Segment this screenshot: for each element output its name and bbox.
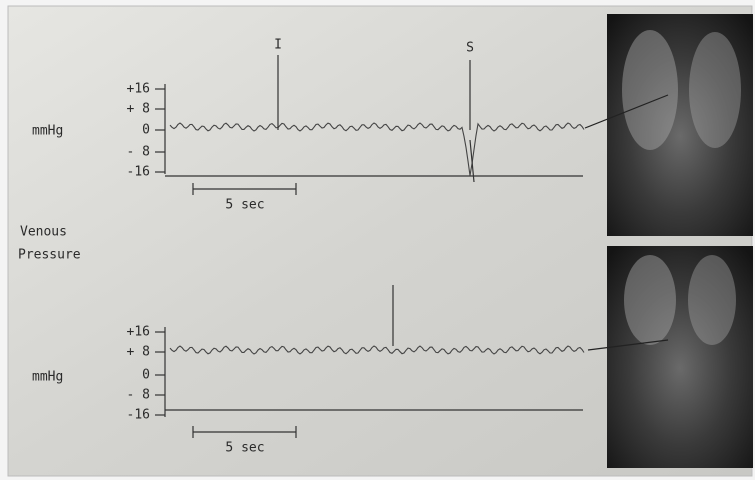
tick-label: + 8 xyxy=(127,102,150,117)
tick-label: - 8 xyxy=(127,145,150,160)
marker-label: I xyxy=(274,38,282,53)
spike xyxy=(469,139,475,183)
xray-lung xyxy=(624,255,676,345)
pressure-trace xyxy=(169,345,585,355)
xray-lung xyxy=(689,32,741,148)
tick-label: 0 xyxy=(142,368,150,383)
scale-bar xyxy=(192,183,297,195)
tick-label: 0 xyxy=(142,123,150,138)
tick-label: - 8 xyxy=(127,388,150,403)
tick-label: +16 xyxy=(127,325,150,340)
unit-label: mmHg xyxy=(32,370,63,385)
scale-label: 5 sec xyxy=(225,441,264,456)
xray-lung xyxy=(622,30,678,150)
pressure-trace xyxy=(169,122,585,176)
unit-label: mmHg xyxy=(32,124,63,139)
scale-bar xyxy=(192,426,297,438)
pointer-line xyxy=(587,339,669,351)
pointer-line xyxy=(584,94,669,129)
side-label: Pressure xyxy=(18,248,81,263)
tick-label: +16 xyxy=(127,82,150,97)
tick-label: -16 xyxy=(127,165,150,180)
xray-image xyxy=(607,246,753,468)
scale-label: 5 sec xyxy=(225,198,264,213)
marker-label: S xyxy=(466,41,474,56)
tick-label: + 8 xyxy=(127,345,150,360)
xray-lung xyxy=(688,255,736,345)
side-label: Venous xyxy=(20,225,67,240)
tick-label: -16 xyxy=(127,408,150,423)
xray-image xyxy=(607,14,753,236)
